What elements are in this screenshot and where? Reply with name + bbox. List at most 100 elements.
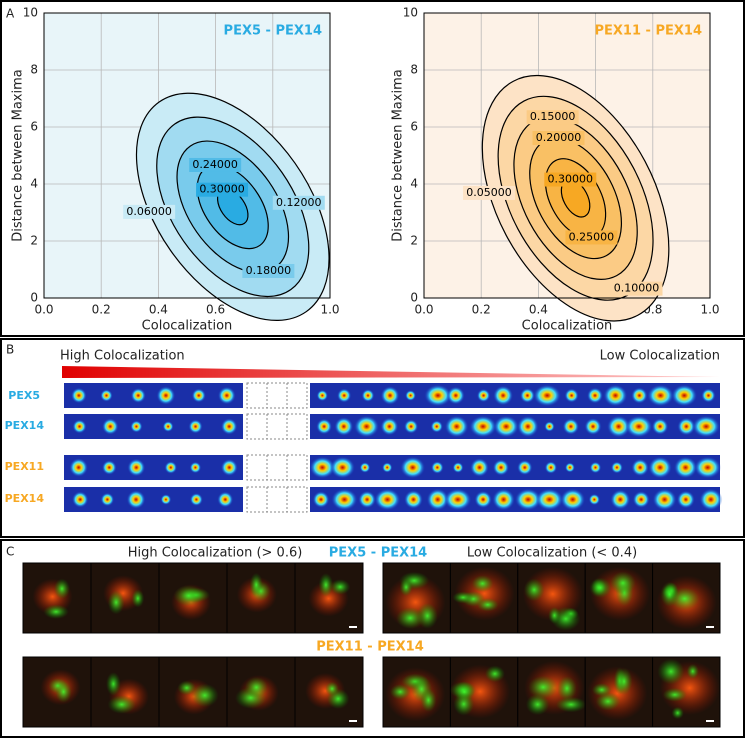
cell-strip <box>64 455 243 480</box>
green-signal <box>318 573 334 597</box>
cell <box>444 415 469 438</box>
label-bg <box>272 195 325 210</box>
cell <box>426 488 449 511</box>
contour-label: 0.05000 <box>466 186 512 199</box>
cell <box>564 462 575 473</box>
cell-strip <box>64 414 243 439</box>
cell <box>380 417 399 436</box>
green-signal <box>453 692 475 716</box>
label-bg <box>532 130 585 145</box>
cell <box>610 461 623 474</box>
green-signal <box>557 676 577 701</box>
green-signal <box>325 681 339 696</box>
x-tick-label: 0.2 <box>92 303 111 317</box>
green-signal <box>177 680 196 696</box>
cell <box>517 415 539 438</box>
plot-frame <box>43 12 331 299</box>
cell <box>701 388 716 403</box>
cell <box>493 385 514 406</box>
cell <box>69 458 89 477</box>
cell <box>130 420 143 433</box>
contour-label: 0.06000 <box>126 205 172 218</box>
cell <box>354 415 380 438</box>
cell <box>699 488 723 511</box>
green-signal <box>595 692 621 711</box>
green-signal <box>525 693 550 716</box>
gap <box>246 454 308 481</box>
row-label: PEX14 <box>5 419 45 432</box>
cell <box>652 488 677 511</box>
green-signal <box>420 688 437 712</box>
y-tick-label: 6 <box>30 120 38 134</box>
green-signal <box>244 676 268 698</box>
y-tick-label: 2 <box>410 234 418 248</box>
green-signal <box>131 589 145 608</box>
y-tick-label: 2 <box>30 234 38 248</box>
cell <box>470 458 489 477</box>
green-signal <box>669 587 700 611</box>
cell <box>631 387 648 404</box>
contour-label: 0.10000 <box>614 282 660 295</box>
green-signal <box>686 663 699 679</box>
x-axis-label: Colocalization <box>142 319 233 334</box>
cell <box>517 459 533 476</box>
cell <box>162 421 174 432</box>
cell <box>188 419 203 434</box>
label-bg <box>565 230 618 245</box>
x-tick-label: 1.0 <box>700 303 719 317</box>
row-label: PEX14 <box>5 492 45 505</box>
green-signal <box>476 598 499 612</box>
x-tick-label: 0.6 <box>206 303 225 317</box>
cell <box>493 415 519 438</box>
y-tick-label: 8 <box>410 63 418 77</box>
x-tick-label: 0.4 <box>149 303 168 317</box>
cell <box>677 417 696 436</box>
cell <box>535 488 564 511</box>
cell <box>359 462 371 473</box>
cell <box>164 461 178 474</box>
cell <box>400 456 426 479</box>
green-signal <box>615 667 633 696</box>
contour-label: 0.30000 <box>548 173 594 186</box>
red-signal <box>454 566 515 621</box>
cell <box>220 459 238 476</box>
x-axis-label: Colocalization <box>522 319 613 334</box>
cell-strip <box>64 383 243 408</box>
cell <box>431 461 444 474</box>
cell <box>584 417 602 436</box>
cell <box>217 491 234 508</box>
cell <box>610 489 631 510</box>
cell <box>544 461 558 474</box>
label-bg <box>196 182 249 197</box>
green-signal <box>555 696 587 713</box>
cell <box>424 384 452 407</box>
y-tick-label: 0 <box>30 291 38 305</box>
green-signal <box>548 606 561 624</box>
cell <box>334 417 354 436</box>
cell <box>474 490 492 509</box>
label-bg <box>610 281 663 296</box>
cell <box>588 493 601 506</box>
cell <box>606 415 631 438</box>
contour-label: 0.12000 <box>276 196 322 209</box>
green-signal <box>173 585 204 607</box>
cell <box>130 387 146 404</box>
cell <box>382 462 393 473</box>
scale-bar <box>706 720 714 722</box>
contour-label: 0.24000 <box>192 158 238 171</box>
cell <box>673 456 698 479</box>
cell <box>220 418 238 435</box>
cell <box>374 488 401 511</box>
panel-label: C <box>6 545 14 559</box>
cell <box>217 386 236 405</box>
cell <box>101 460 117 475</box>
green-signal <box>657 658 685 685</box>
gap <box>246 486 308 513</box>
green-signal <box>330 579 351 595</box>
cell <box>589 461 602 474</box>
green-signal <box>528 675 559 699</box>
cell <box>533 384 562 407</box>
y-tick-label: 4 <box>410 177 418 191</box>
cell <box>444 488 472 511</box>
